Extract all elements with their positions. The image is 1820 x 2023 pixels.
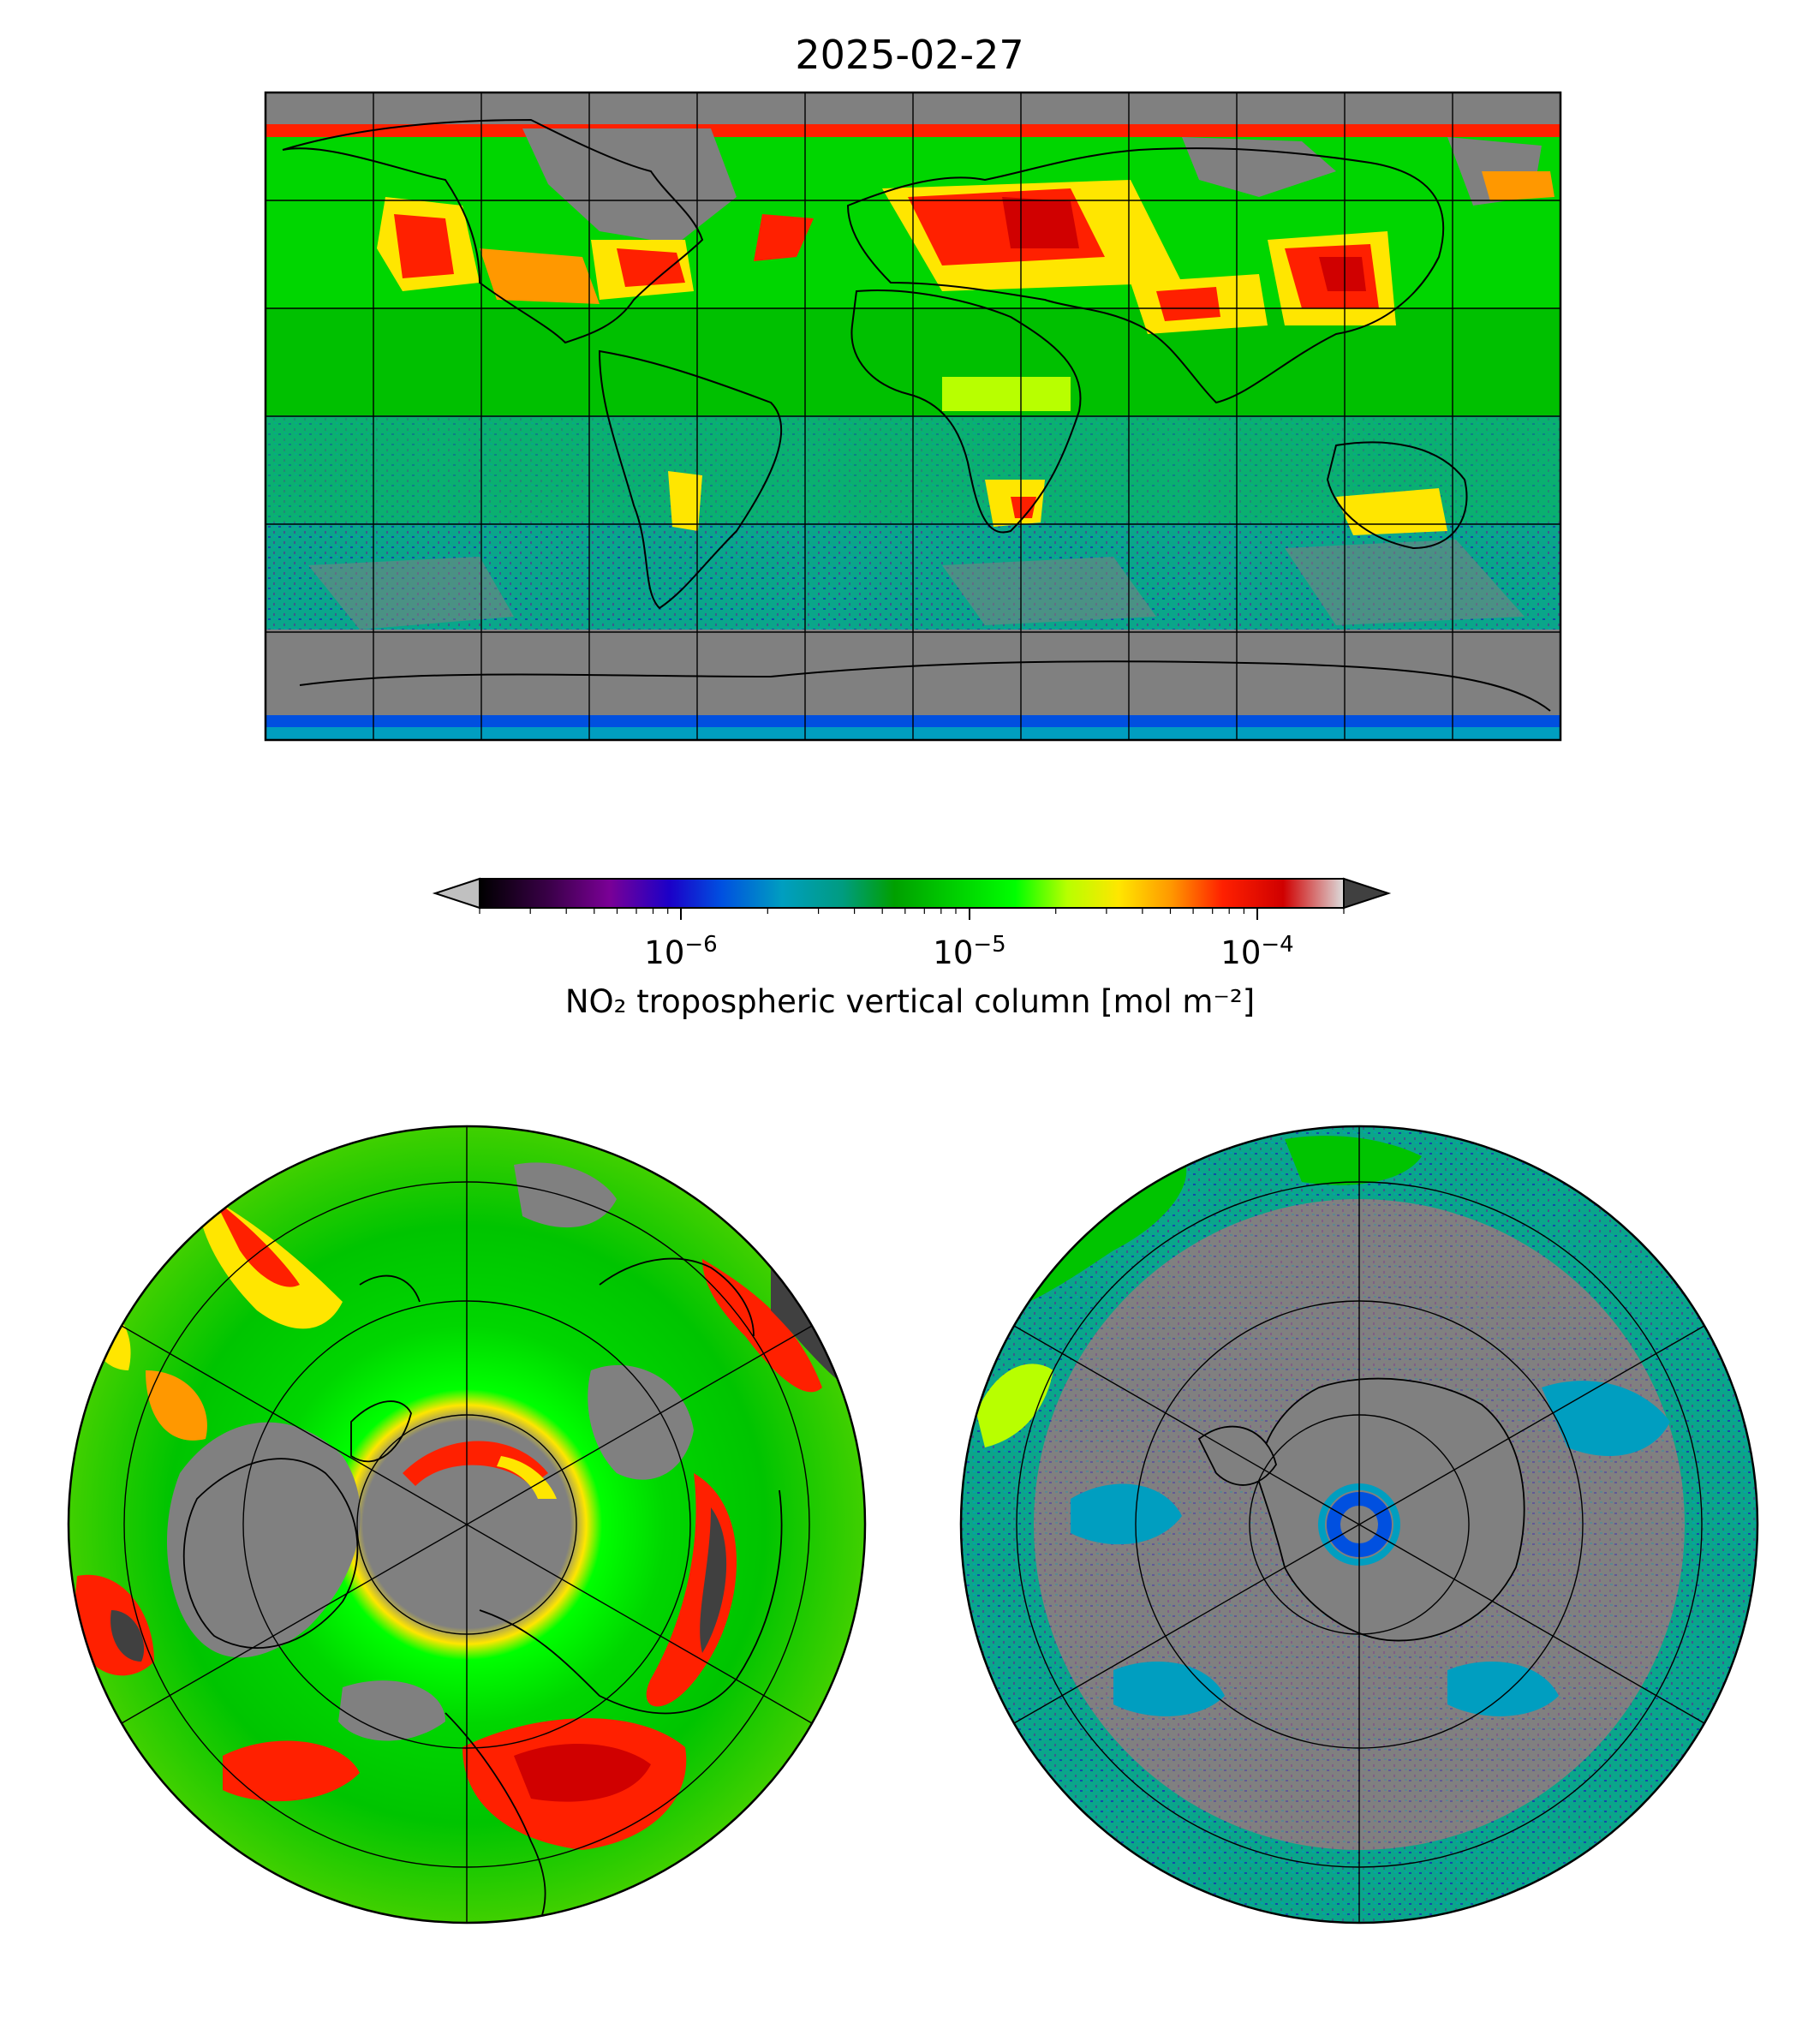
colorbar-gradient (479, 878, 1345, 909)
south-polar-boundary (959, 1125, 1759, 1925)
global-map (264, 91, 1562, 742)
colorbar-tick-label-1e-5: 10−5 (933, 932, 1006, 971)
north-polar-map (67, 1125, 867, 1925)
colorbar-tick-label-1e-6: 10−6 (644, 932, 718, 971)
north-polar-boundary (67, 1125, 867, 1925)
colorbar-under-extension (432, 877, 480, 910)
figure-title: 2025-02-27 (795, 32, 1023, 78)
colorbar-tick-label-1e-4: 10−4 (1220, 932, 1294, 971)
colorbar (432, 877, 1392, 920)
colorbar-over-extension (1343, 877, 1392, 910)
colorbar-label: NO₂ tropospheric vertical column [mol m⁻… (564, 983, 1256, 1020)
south-polar-map (959, 1125, 1759, 1925)
